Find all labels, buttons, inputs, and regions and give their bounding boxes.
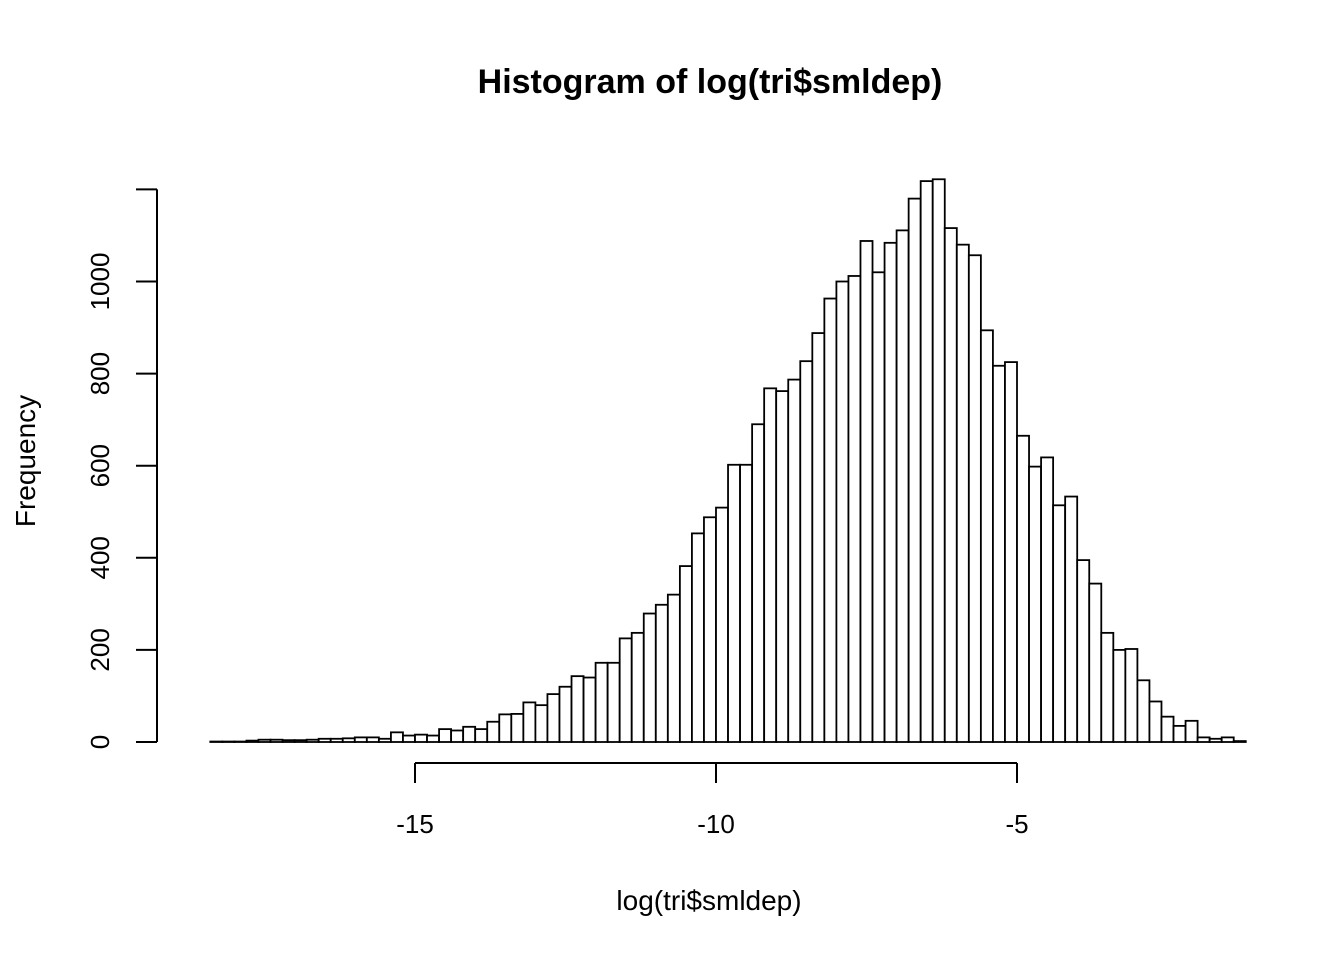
histogram-bar bbox=[329, 737, 344, 743]
histogram-bar bbox=[1100, 631, 1115, 743]
histogram-bar bbox=[269, 738, 284, 743]
histogram-bar bbox=[1076, 559, 1091, 743]
histogram-bar bbox=[402, 734, 416, 743]
histogram-bar bbox=[763, 387, 778, 743]
histogram-bar bbox=[450, 729, 465, 743]
histogram-bar bbox=[642, 612, 657, 743]
histogram-bar bbox=[654, 603, 669, 743]
histogram-bar bbox=[1028, 465, 1042, 743]
histogram-bar bbox=[293, 739, 308, 743]
histogram-bar bbox=[1220, 736, 1235, 743]
histogram-bar bbox=[1148, 700, 1163, 743]
histogram-bar bbox=[462, 725, 477, 743]
histogram-bar bbox=[257, 738, 272, 743]
histogram-bar bbox=[546, 693, 561, 743]
histogram-bar bbox=[811, 332, 826, 743]
y-tick-label: 200 bbox=[85, 628, 115, 671]
histogram-bar bbox=[943, 227, 958, 743]
histogram-bar bbox=[1136, 679, 1151, 743]
y-tick-label: 0 bbox=[85, 735, 115, 749]
histogram-bar bbox=[715, 506, 729, 743]
histogram-bar bbox=[1184, 719, 1199, 743]
histogram-bar bbox=[1052, 504, 1067, 743]
histogram-bar bbox=[281, 739, 296, 743]
histogram-bar bbox=[931, 178, 946, 743]
histogram-bar bbox=[703, 516, 717, 743]
histogram-bar bbox=[847, 275, 862, 743]
histogram-bar bbox=[353, 736, 368, 743]
histogram-bar bbox=[1232, 740, 1247, 743]
histogram-bar bbox=[618, 637, 633, 743]
histogram-bar bbox=[486, 720, 501, 743]
x-axis-label: log(tri$smldep) bbox=[616, 885, 801, 916]
histogram-bar bbox=[727, 463, 741, 743]
histogram-bar bbox=[835, 280, 850, 743]
histogram-bar bbox=[1016, 434, 1030, 743]
histogram-bar bbox=[691, 532, 705, 743]
histogram-bar bbox=[967, 254, 982, 743]
x-tick-label: -15 bbox=[396, 809, 434, 839]
histogram-bar bbox=[558, 685, 573, 743]
histogram-bar bbox=[438, 728, 453, 743]
histogram-bar bbox=[606, 661, 621, 743]
histogram-bar bbox=[522, 701, 537, 743]
histogram-bar bbox=[871, 271, 886, 743]
y-axis-label: Frequency bbox=[10, 395, 41, 527]
histogram-bar bbox=[534, 704, 549, 743]
x-tick-label: -5 bbox=[1005, 809, 1028, 839]
histogram-bar bbox=[498, 713, 513, 743]
x-tick-label: -10 bbox=[697, 809, 735, 839]
histogram-bar bbox=[859, 240, 874, 743]
histogram-bar bbox=[955, 243, 970, 743]
histogram-bar bbox=[907, 197, 922, 743]
histogram-bar bbox=[390, 731, 404, 743]
histogram-bar bbox=[414, 733, 428, 743]
histogram-bar bbox=[775, 390, 790, 743]
histogram-bar bbox=[317, 737, 332, 743]
histogram-bar bbox=[678, 565, 693, 743]
y-tick-label: 400 bbox=[85, 536, 115, 579]
histogram-bar bbox=[787, 378, 802, 743]
histogram-bar bbox=[1064, 495, 1079, 743]
histogram-bar bbox=[895, 229, 910, 743]
histogram-bar bbox=[1004, 361, 1018, 743]
histogram-bar bbox=[377, 737, 392, 743]
y-tick-label: 1000 bbox=[85, 253, 115, 311]
chart-title: Histogram of log(tri$smldep) bbox=[478, 63, 943, 101]
histogram-bar bbox=[1088, 582, 1103, 743]
histogram-bar bbox=[245, 739, 260, 743]
x-axis: -15 -10 -5 bbox=[396, 762, 1029, 839]
histogram-bar bbox=[1160, 715, 1175, 743]
histogram-bar bbox=[799, 360, 814, 743]
histogram-bar bbox=[992, 364, 1006, 743]
y-tick-label: 800 bbox=[85, 352, 115, 395]
histogram-bar bbox=[1172, 724, 1187, 743]
histogram-bar bbox=[666, 593, 681, 743]
histogram-bar bbox=[305, 738, 320, 743]
y-tick-label: 600 bbox=[85, 444, 115, 487]
histogram-bar bbox=[474, 728, 489, 743]
histogram-bar bbox=[594, 661, 609, 743]
histogram-bar bbox=[1208, 737, 1223, 743]
histogram-bar bbox=[883, 241, 898, 743]
histogram-bar bbox=[919, 180, 934, 743]
bars-group bbox=[209, 178, 1247, 743]
histogram-bar bbox=[365, 736, 380, 743]
histogram-bar bbox=[1196, 736, 1211, 743]
histogram-bar bbox=[510, 713, 525, 743]
histogram-bar bbox=[1040, 456, 1055, 743]
histogram-bar bbox=[426, 734, 440, 743]
histogram-bar bbox=[630, 631, 645, 743]
histogram-bar bbox=[582, 676, 597, 743]
y-axis: 0 200 400 600 800 1000 bbox=[85, 188, 158, 749]
histogram-bar bbox=[823, 297, 838, 743]
histogram-bar bbox=[979, 329, 994, 743]
histogram-bar bbox=[1124, 648, 1139, 743]
histogram-bar bbox=[341, 737, 356, 743]
histogram-bar bbox=[570, 675, 585, 743]
histogram-bar bbox=[1112, 649, 1127, 743]
histogram-bar bbox=[751, 423, 766, 743]
histogram-bar bbox=[739, 463, 754, 743]
